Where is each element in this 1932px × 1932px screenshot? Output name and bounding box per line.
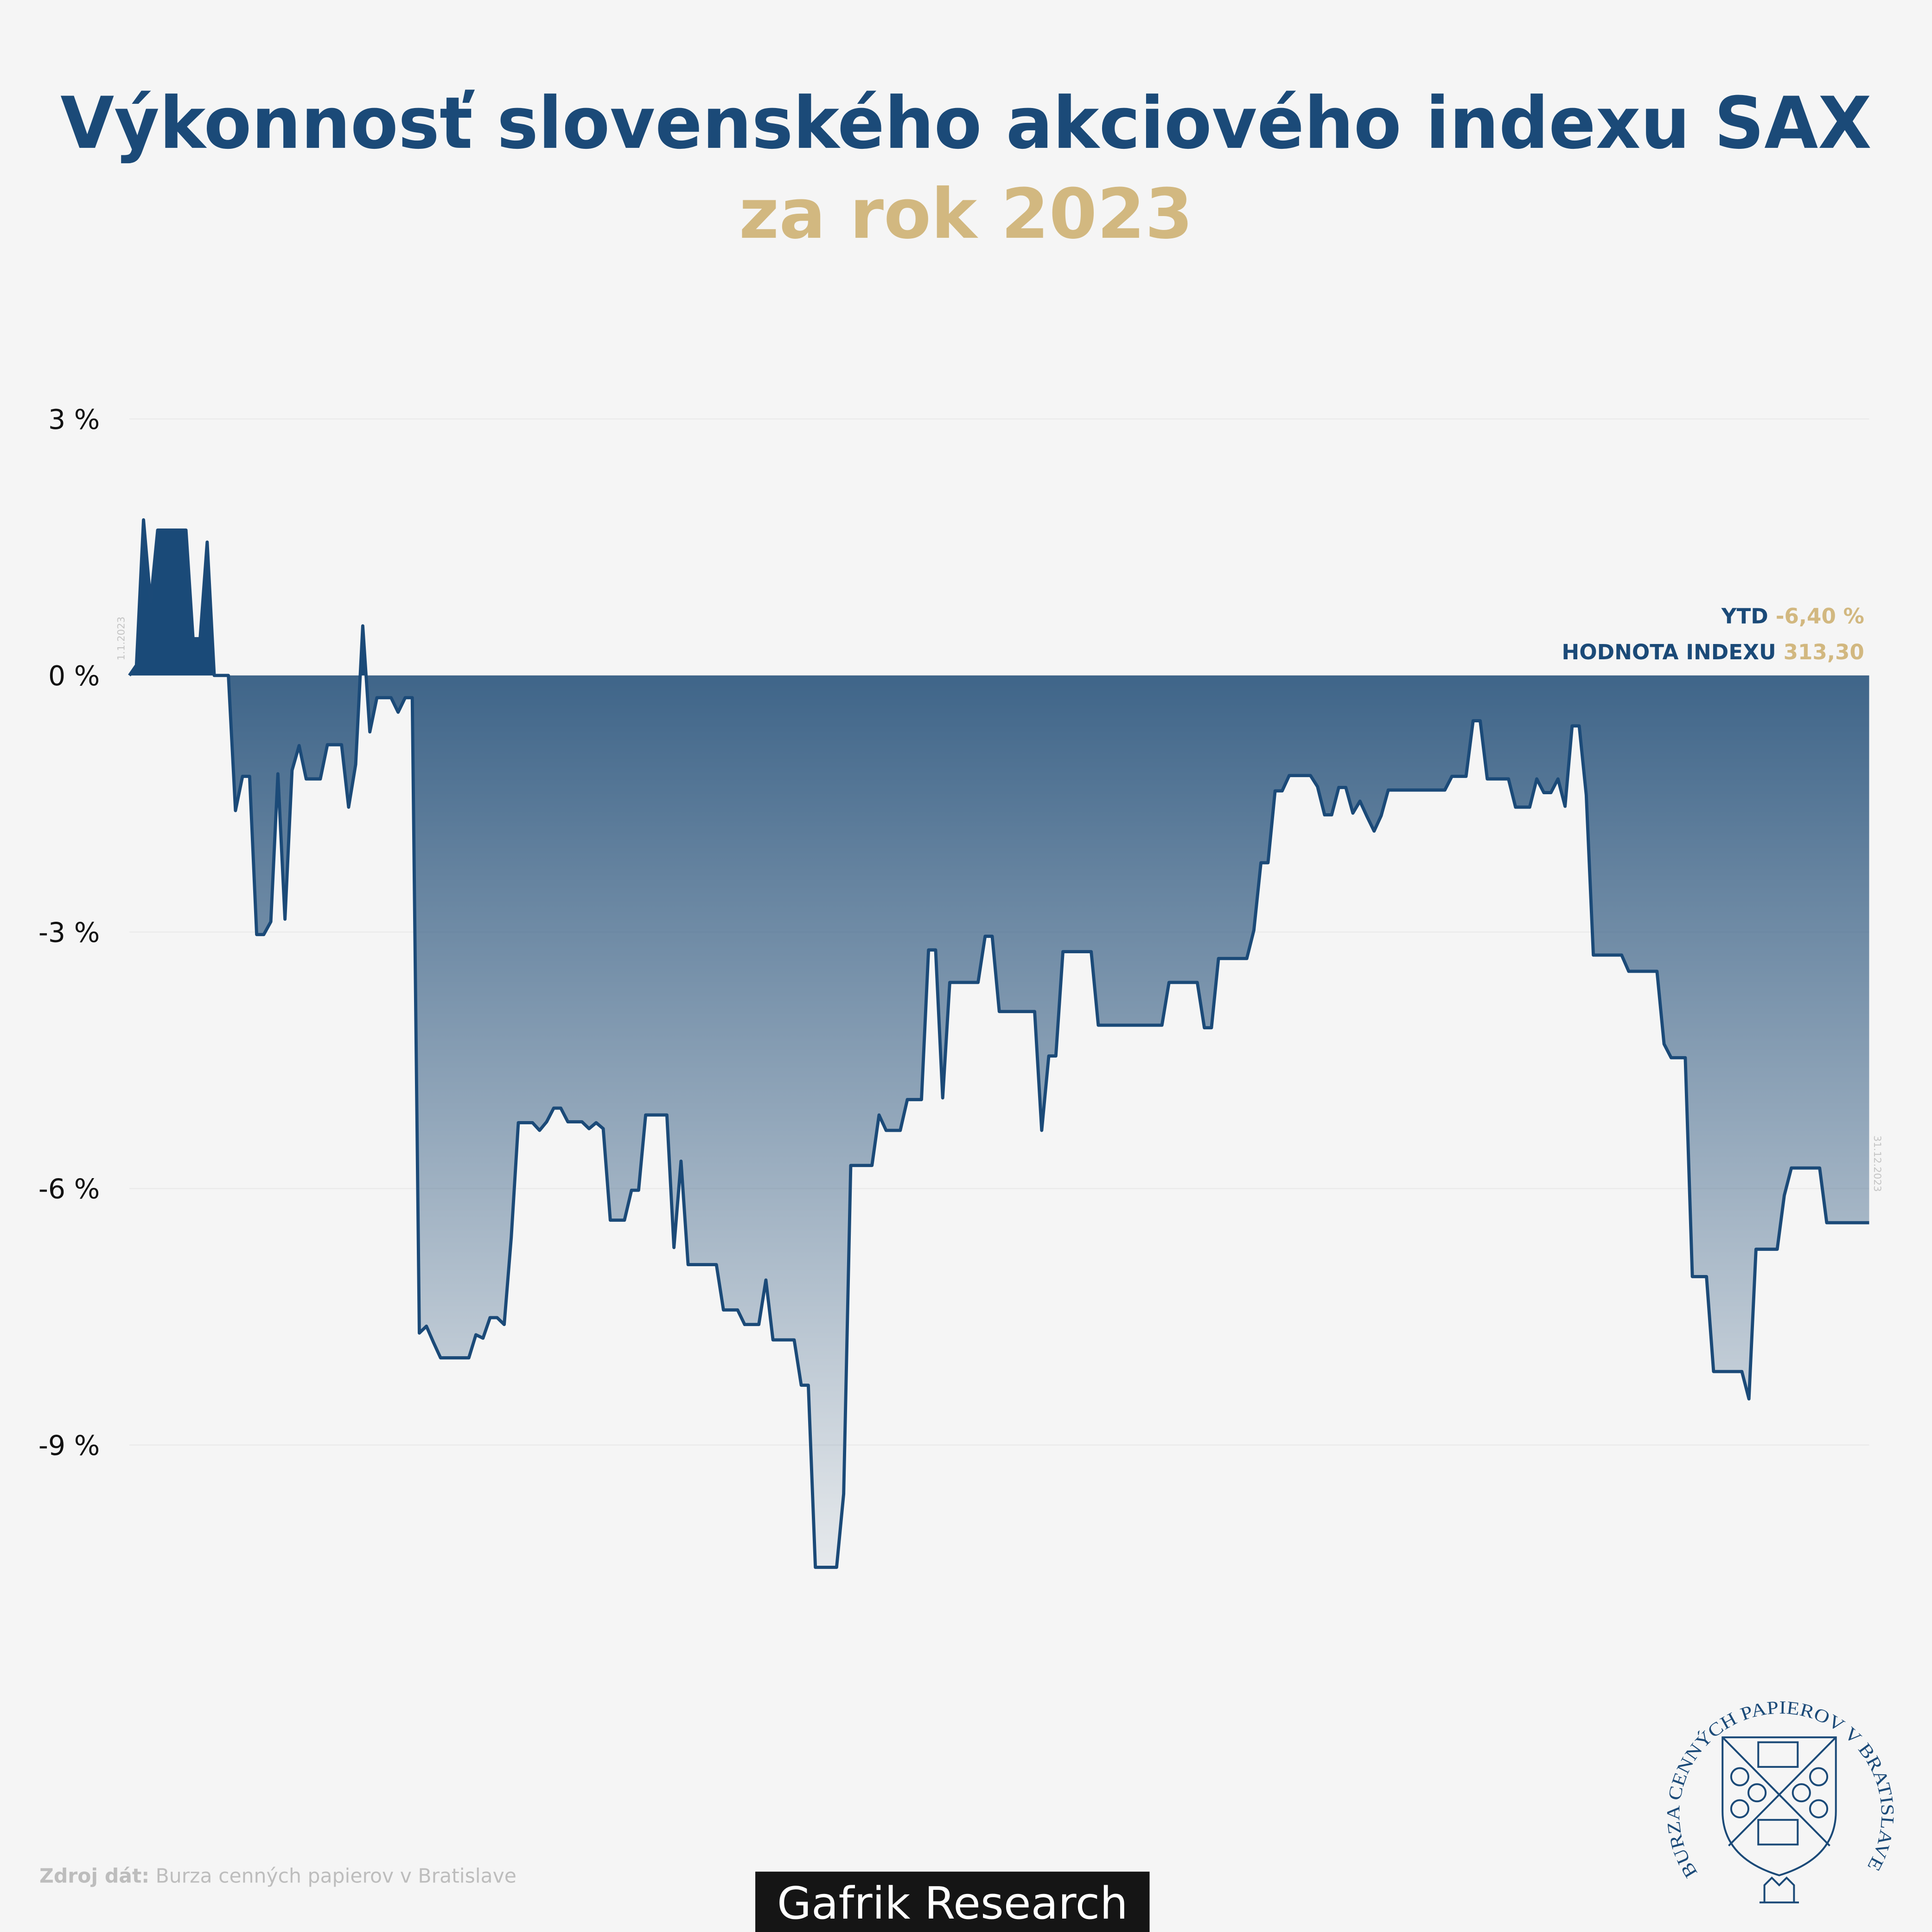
source-label: Zdroj dát: <box>39 1865 149 1888</box>
ytd-annotation: YTD -6,40 % <box>1721 604 1864 629</box>
line <box>128 518 1869 1569</box>
plot-area: 3 % 0 % -3 % -6 % -9 % 1.1.2023 31.12.2023 <box>38 404 1883 1569</box>
ytd-value: -6,40 % <box>1776 604 1864 629</box>
ytd-label: YTD <box>1721 604 1768 629</box>
brand-box <box>755 1871 1150 1932</box>
index-value: 313,30 <box>1784 640 1864 664</box>
source-text: Burza cenných papierov v Bratislave <box>156 1865 516 1888</box>
x-tick-label: 1.1.2023 <box>115 617 127 661</box>
x-tick-label: 31.12.2023 <box>1871 1135 1883 1192</box>
y-tick-label: -6 % <box>38 1173 100 1205</box>
area <box>129 520 1869 1568</box>
index-annotation: HODNOTA INDEXU 313,30 <box>1562 640 1864 664</box>
chart-title: Výkonnosť slovenského akciového indexu S… <box>60 82 1872 165</box>
y-tick-label: 3 % <box>48 404 100 435</box>
y-tick-label: -3 % <box>38 917 100 948</box>
brand: Gafrik Research <box>777 1877 1128 1929</box>
chart-subtitle: za rok 2023 <box>739 174 1193 255</box>
index-label: HODNOTA INDEXU <box>1562 640 1776 664</box>
y-tick-label: 0 % <box>48 660 100 692</box>
y-tick-label: -9 % <box>38 1430 100 1461</box>
source: Zdroj dát: Burza cenných papierov v Brati… <box>39 1865 516 1888</box>
